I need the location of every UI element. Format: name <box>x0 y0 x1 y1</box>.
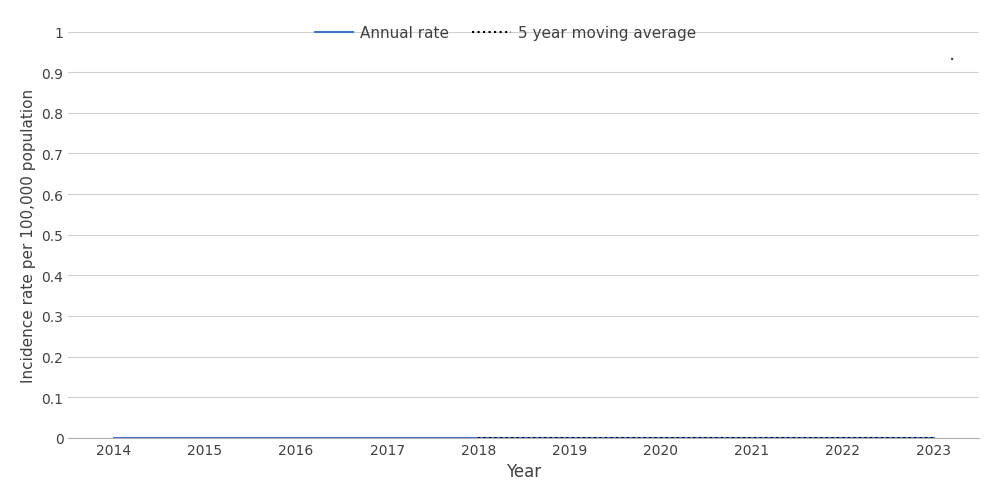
Annual rate <box>654 435 666 441</box>
Annual rate <box>928 435 940 441</box>
Legend: Annual rate, 5 year moving average: Annual rate, 5 year moving average <box>308 20 703 47</box>
5 year moving average <box>837 435 849 441</box>
Annual rate <box>745 435 757 441</box>
5 year moving average <box>745 435 757 441</box>
Annual rate <box>199 435 211 441</box>
X-axis label: Year: Year <box>506 462 541 480</box>
Annual rate <box>290 435 302 441</box>
Annual rate <box>472 435 484 441</box>
Annual rate <box>381 435 393 441</box>
Annual rate <box>108 435 120 441</box>
5 year moving average <box>472 435 484 441</box>
5 year moving average <box>928 435 940 441</box>
Annual rate <box>837 435 849 441</box>
Text: .: . <box>949 45 955 64</box>
5 year moving average <box>654 435 666 441</box>
Y-axis label: Incidence rate per 100,000 population: Incidence rate per 100,000 population <box>21 88 36 382</box>
5 year moving average <box>563 435 575 441</box>
Annual rate <box>563 435 575 441</box>
